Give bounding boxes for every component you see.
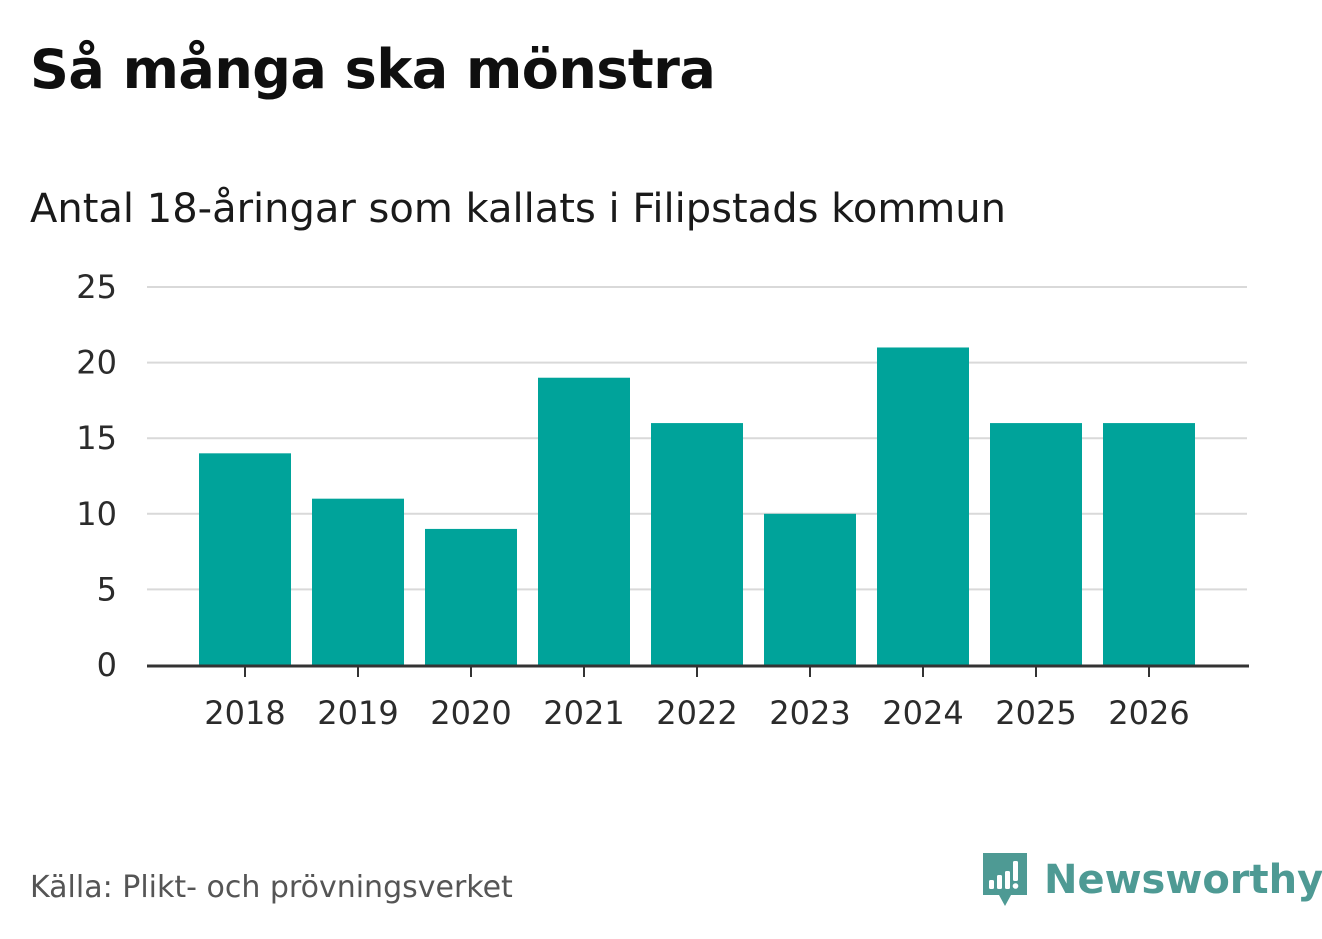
- y-tick-label: 20: [76, 344, 117, 382]
- bar-2020: [425, 528, 517, 665]
- y-tick-label: 15: [76, 419, 117, 457]
- brand-logo: Newsworthy: [980, 850, 1322, 910]
- bar-2022: [651, 423, 743, 665]
- bar-2024: [877, 347, 969, 665]
- x-tick-label: 2021: [543, 694, 624, 732]
- x-tick-label: 2022: [656, 694, 737, 732]
- x-tick-label: 2026: [1108, 694, 1189, 732]
- x-tick-label: 2018: [204, 694, 285, 732]
- y-tick-label: 0: [97, 646, 117, 684]
- y-tick-label: 5: [97, 570, 117, 608]
- chart-title: Så många ska mönstra: [30, 38, 716, 101]
- y-tick-label: 10: [76, 495, 117, 533]
- brand-name: Newsworthy: [1044, 857, 1322, 903]
- chart-subtitle: Antal 18-åringar som kallats i Filipstad…: [30, 186, 1006, 232]
- bar-2025: [990, 423, 1082, 665]
- bar-2018: [199, 453, 291, 665]
- bars: [199, 347, 1195, 665]
- newsworthy-logo-icon: [983, 853, 1027, 906]
- x-tick-label: 2024: [882, 694, 963, 732]
- bar-2019: [312, 498, 404, 665]
- bar-2023: [764, 513, 856, 665]
- source-note: Källa: Plikt- och prövningsverket: [30, 870, 513, 905]
- x-tick-label: 2023: [769, 694, 850, 732]
- x-tick-label: 2019: [317, 694, 398, 732]
- x-tick-label: 2020: [430, 694, 511, 732]
- x-tick-label: 2025: [995, 694, 1076, 732]
- bar-2021: [538, 377, 630, 665]
- y-tick-label: 25: [76, 268, 117, 306]
- bar-2026: [1103, 423, 1195, 665]
